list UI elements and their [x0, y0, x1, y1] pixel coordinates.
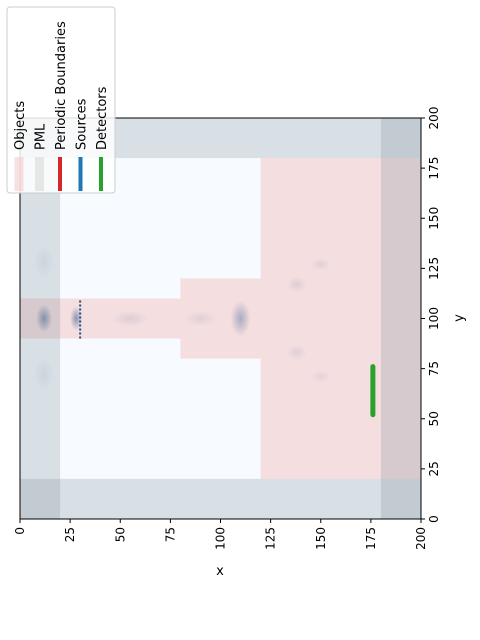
legend-handle-4: [99, 157, 103, 191]
field-blob-2: [230, 300, 251, 337]
field-blob-5: [286, 276, 307, 293]
y-tick-label-175: 175: [427, 157, 441, 180]
legend-label-2: Periodic Boundaries: [54, 21, 69, 150]
y-axis-ticks: 0 25 50 75 100 125 150 175 200: [421, 107, 441, 523]
y-tick-label-150: 150: [427, 207, 441, 230]
y-tick-label-25: 25: [427, 461, 441, 476]
x-tick-label-75: 75: [163, 527, 177, 542]
field-blob-6: [310, 258, 331, 271]
legend-label-0: Objects: [13, 101, 28, 150]
x-tick-label-125: 125: [264, 527, 278, 550]
y-tick-label-0: 0: [427, 515, 441, 523]
legend-frame: [6, 6, 116, 194]
y-tick-label-200: 200: [427, 107, 441, 130]
x-tick-label-150: 150: [314, 527, 328, 550]
x-tick-label-200: 200: [414, 527, 428, 550]
field-blob-10: [34, 358, 55, 391]
x-tick-label-175: 175: [364, 527, 378, 550]
legend-label-4: Detectors: [95, 86, 110, 150]
legend-handle-0: [14, 157, 24, 191]
object-slab: [260, 158, 421, 479]
field-blob-0: [36, 304, 53, 333]
y-tick-label-125: 125: [427, 257, 441, 280]
field-blob-9: [34, 246, 55, 279]
legend-handle-3: [78, 157, 83, 191]
field-blob-1: [70, 306, 83, 331]
field-blob-4: [184, 310, 217, 327]
x-axis-ticks: 0 25 50 75 100 125 150 175 200: [13, 519, 428, 550]
legend-label-1: PML: [34, 123, 49, 150]
legend-label-3: Sources: [75, 98, 90, 150]
pml-right: [380, 118, 421, 519]
field-blob-3: [112, 310, 149, 327]
y-axis-label: y: [452, 314, 467, 322]
x-tick-label-25: 25: [63, 527, 77, 542]
legend-handle-1: [35, 157, 44, 191]
y-tick-label-50: 50: [427, 411, 441, 426]
y-tick-label-75: 75: [427, 361, 441, 376]
x-tick-label-0: 0: [13, 527, 27, 535]
y-tick-label-100: 100: [427, 307, 441, 330]
pml-bottom: [20, 478, 421, 519]
x-tick-label-100: 100: [214, 527, 228, 550]
field-blob-7: [286, 344, 307, 361]
x-axis-label: x: [216, 564, 224, 579]
objects-layer: [20, 158, 421, 479]
x-tick-label-50: 50: [113, 527, 127, 542]
field-intensity-layer: [34, 246, 331, 391]
field-blob-8: [310, 370, 331, 383]
legend: Objects PML Periodic Boundaries Sources Dete…: [6, 6, 116, 194]
legend-handle-2: [58, 157, 62, 191]
